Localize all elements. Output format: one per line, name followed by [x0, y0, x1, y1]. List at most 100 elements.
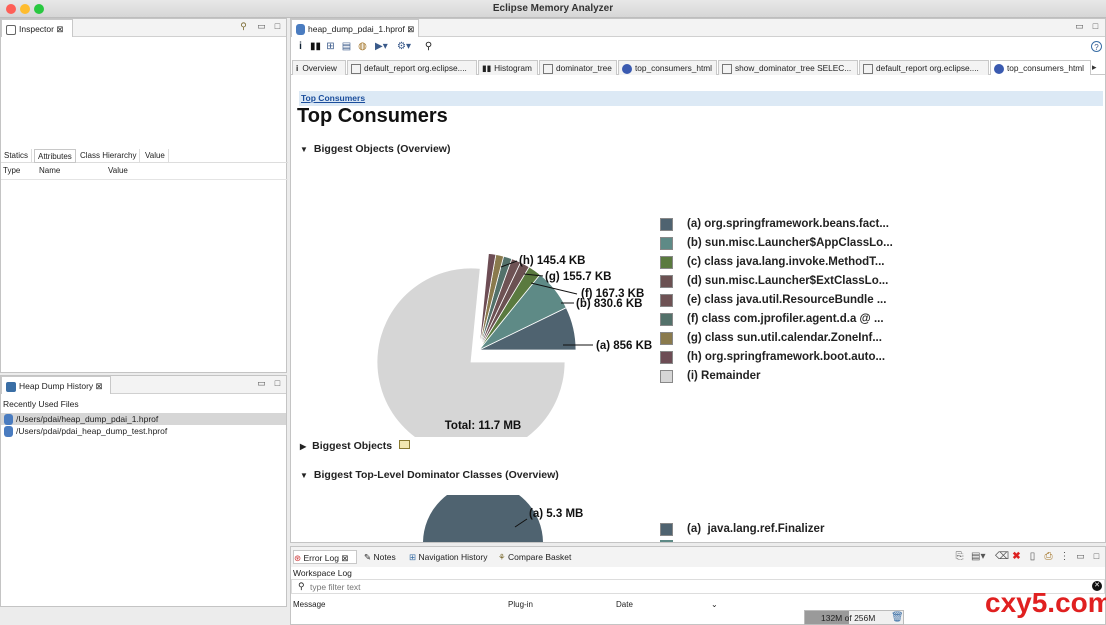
pie-total-label: Total: 11.7 MB — [445, 420, 521, 432]
heap-history-tab-bar: Heap Dump History ⊠ ▭ □ — [1, 376, 286, 394]
legend-swatch — [660, 351, 673, 364]
heap-icon[interactable]: ◍ — [358, 41, 367, 52]
heap-history-tab[interactable]: Heap Dump History ⊠ — [1, 376, 111, 394]
maximize-icon[interactable]: □ — [274, 378, 281, 388]
minimize-icon[interactable]: ▭ — [257, 21, 266, 31]
search-icon[interactable]: ⚲ — [424, 41, 433, 52]
legend-row: (i) Remainder — [660, 368, 920, 384]
info-icon[interactable]: i — [299, 41, 302, 52]
zoom-window-button[interactable] — [34, 4, 44, 14]
tab-show-dominator-tree[interactable]: show_dominator_tree SELEC... — [718, 60, 858, 75]
breadcrumb-link[interactable]: Top Consumers — [301, 93, 366, 103]
column-plugin[interactable]: Plug-in — [508, 600, 533, 609]
close-icon[interactable]: ⊠ — [341, 553, 349, 563]
tab-label: top_consumers_html — [635, 63, 713, 73]
maximize-icon[interactable]: □ — [1092, 21, 1099, 31]
inspector-icon — [6, 24, 16, 35]
minimize-icon[interactable]: ▭ — [1076, 551, 1085, 561]
section-biggest-objects[interactable]: ▶ Biggest Objects — [300, 440, 411, 452]
column-message[interactable]: Message — [293, 600, 326, 609]
legend-swatch — [660, 275, 673, 288]
tab-navigation-history[interactable]: ⊞ Navigation History — [409, 550, 487, 564]
column-type[interactable]: Type — [3, 166, 21, 175]
section-title: Biggest Objects — [312, 440, 393, 452]
query-browser-icon[interactable]: ⚙▾ — [397, 41, 411, 52]
tab-top-consumers-active[interactable]: top_consumers_html — [990, 60, 1091, 75]
database-icon — [296, 24, 305, 36]
tab-overview[interactable]: i Overview — [292, 60, 346, 75]
minimize-icon[interactable]: ▭ — [257, 378, 266, 388]
tab-statics[interactable]: Statics — [1, 149, 33, 163]
tab-default-report-2[interactable]: default_report org.eclipse.... — [859, 60, 989, 75]
close-icon[interactable]: ⊠ — [407, 24, 415, 34]
clear-log-icon[interactable]: ⌫ — [995, 551, 1010, 562]
inspector-tab-bar: Inspector ⊠ ⚲ ▭ □ — [1, 19, 286, 37]
tab-histogram[interactable]: ▮▮ Histogram — [478, 60, 538, 75]
oql-icon[interactable]: ▤ — [341, 41, 352, 52]
filter-input[interactable] — [310, 581, 1070, 592]
pin-icon[interactable]: ⚲ — [240, 21, 247, 31]
help-icon[interactable]: ? — [1091, 41, 1102, 52]
restore-log-icon[interactable]: ⎙ — [1044, 551, 1053, 562]
tab-attributes[interactable]: Attributes — [34, 149, 76, 163]
maximize-icon[interactable]: □ — [274, 21, 281, 31]
open-log-icon[interactable]: ▯ — [1029, 551, 1036, 562]
column-name[interactable]: Name — [39, 166, 61, 175]
import-log-icon[interactable]: ▤▾ — [971, 551, 986, 562]
pie-slices — [376, 253, 577, 437]
report-globe-icon — [994, 63, 1004, 74]
tab-default-report[interactable]: default_report org.eclipse.... — [347, 60, 477, 75]
dominator-tree-icon — [722, 63, 732, 74]
trash-icon[interactable]: 🗑 — [891, 612, 904, 623]
list-item[interactable]: /Users/pdai/heap_dump_pdai_1.hprof — [1, 413, 286, 426]
pie-slice-i[interactable] — [376, 267, 566, 437]
section-dominator-overview[interactable]: ▼ Biggest Top-Level Dominator Classes (Ov… — [300, 469, 559, 481]
notes-icon: ✎ — [364, 552, 372, 562]
report-icon — [863, 63, 873, 74]
minimize-window-button[interactable] — [20, 4, 30, 14]
legend-swatch — [660, 540, 673, 542]
tab-dominator-tree[interactable]: dominator_tree — [539, 60, 617, 75]
inspector-tab[interactable]: Inspector ⊠ — [1, 19, 73, 37]
chevron-right-icon: ▶ — [300, 442, 307, 451]
pie-slice[interactable] — [423, 495, 543, 542]
heap-file-tab[interactable]: heap_dump_pdai_1.hprof ⊠ — [291, 19, 419, 37]
close-icon[interactable]: ⊠ — [56, 24, 64, 34]
memory-indicator[interactable]: 132M of 256M 🗑 — [804, 610, 904, 625]
export-log-icon[interactable]: ⎘ — [955, 551, 964, 562]
tab-class-hierarchy[interactable]: Class Hierarchy — [77, 149, 141, 163]
clear-filter-icon[interactable]: ✕ — [1092, 581, 1102, 591]
pie-slice-h[interactable] — [478, 253, 497, 351]
minimize-icon[interactable]: ▭ — [1075, 21, 1084, 31]
maximize-icon[interactable]: □ — [1093, 551, 1100, 561]
tab-label: Error Log — [303, 553, 339, 563]
legend-label: (f) class com.jprofiler.agent.d.a @ ... — [687, 313, 884, 325]
column-value[interactable]: Value — [108, 166, 128, 175]
tab-error-log[interactable]: ⊛ Error Log ⊠ — [293, 550, 357, 564]
editor-subtabs: i Overview default_report org.eclipse....… — [291, 60, 1105, 75]
view-menu-icon[interactable]: ⋮ — [1059, 551, 1070, 562]
legend-row: (f) class com.jprofiler.agent.d.a @ ... — [660, 311, 920, 327]
run-report-icon[interactable]: ▶▾ — [375, 41, 388, 52]
filter-input-box[interactable]: ⚲ ✕ — [291, 579, 1105, 594]
close-window-button[interactable] — [6, 4, 16, 14]
legend-label: (h) org.springframework.boot.auto... — [687, 351, 886, 363]
basket-icon: ⚘ — [498, 552, 506, 562]
tab-overflow-icon[interactable]: ▸ — [1092, 62, 1097, 72]
tab-notes[interactable]: ✎ Notes — [364, 550, 396, 564]
legend-swatch — [660, 313, 673, 326]
dominator-tree-icon[interactable]: ⊞ — [326, 41, 335, 52]
tab-value[interactable]: Value — [142, 149, 169, 163]
close-icon[interactable]: ⊠ — [95, 381, 103, 391]
delete-log-icon[interactable]: ✖ — [1012, 551, 1021, 562]
tab-compare-basket[interactable]: ⚘ Compare Basket — [498, 550, 571, 564]
legend-row: (g) class sun.util.calendar.ZoneInf... — [660, 330, 920, 346]
list-item[interactable]: /Users/pdai/pdai_heap_dump_test.hprof — [1, 425, 167, 438]
tab-top-consumers[interactable]: top_consumers_html — [618, 60, 717, 75]
histogram-icon[interactable]: ▮▮ — [310, 41, 322, 52]
memory-fill-bar — [805, 611, 849, 624]
column-date[interactable]: Date — [616, 600, 633, 609]
dominator-tree-icon — [543, 63, 553, 74]
section-title: Biggest Objects (Overview) — [313, 143, 451, 155]
section-biggest-overview[interactable]: ▼ Biggest Objects (Overview) — [300, 143, 450, 155]
